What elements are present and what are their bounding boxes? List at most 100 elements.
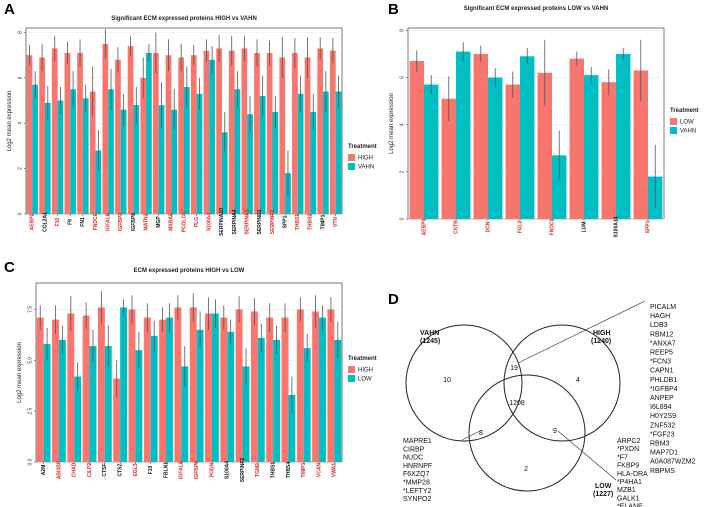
venn-gene-item: *MMP28 xyxy=(403,480,430,487)
bar-high-aebp1 xyxy=(26,55,33,214)
x-tick-label: S100A4 xyxy=(225,461,231,479)
bar-low-a2m xyxy=(43,344,51,462)
legend-swatch-low xyxy=(670,118,677,125)
venn-gene-item: NUDC xyxy=(403,455,423,462)
chart-b: 0 2 4 6 8 AEBP1 CSTB DCN FGL2 FNDC1 LUM S100A13 SPP1… xyxy=(389,6,699,237)
venn-gene-item: A0A087WZM2 xyxy=(650,459,696,466)
x-tick-label: IGFALS xyxy=(105,212,111,231)
venn-label-vahn: VAHN xyxy=(420,330,439,337)
x-tick-label: AEBP1 xyxy=(421,218,427,235)
bar-high-igfbp5 xyxy=(127,46,134,214)
venn-region-low-only: 2 xyxy=(524,466,528,473)
x-tick-label: THBS1 xyxy=(270,462,276,479)
x-tick-label: VWA1 xyxy=(332,463,338,477)
y-tick-label: 2 xyxy=(399,170,405,173)
y-tick-label: 2.5 xyxy=(27,407,33,414)
bar-vahn-igfbp5 xyxy=(133,105,140,214)
bar-high-abi3bp xyxy=(52,319,59,462)
x-tick-label: LUM xyxy=(581,222,587,233)
bar-vahn-mxra5 xyxy=(171,109,178,214)
venn-gene-item: ARPC2 xyxy=(617,438,640,445)
y-axis-label: Log2 mean expression xyxy=(7,91,13,152)
bar-vahn-fgl2 xyxy=(520,56,535,219)
bar-vahn-serpina4 xyxy=(234,89,241,214)
x-tick-label: SERPINA4 xyxy=(232,209,238,234)
y-axis-label: Log2 mean expression xyxy=(389,93,395,154)
bar-low-podn xyxy=(211,313,219,462)
x-tick-label: IGFBP3 xyxy=(118,213,124,231)
bar-high-ctsz xyxy=(113,378,121,462)
venn-gene-item: SYNPO2 xyxy=(403,496,432,503)
venn-gene-item: I6L894 xyxy=(650,404,672,411)
bar-vahn-serpina10 xyxy=(221,132,228,214)
x-tick-label: FBLN1 xyxy=(163,462,169,478)
x-tick-label: PCOLCE xyxy=(181,211,187,233)
venn-count-high: (1240) xyxy=(591,338,611,345)
venn-gene-item: *FGF23 xyxy=(650,431,675,438)
x-tick-label: SPP1 xyxy=(645,220,651,233)
x-tick-label: FNDC1 xyxy=(549,218,555,235)
chart-title: Significant ECM expressed proteins HIGH … xyxy=(111,16,257,22)
venn-gene-item: RBM3 xyxy=(650,441,670,448)
bar-high-thbs1 xyxy=(292,52,298,214)
x-tick-label: FGL2 xyxy=(517,220,523,233)
venn-gene-item: MZB1 xyxy=(617,487,636,494)
bar-high-fndc1 xyxy=(89,91,96,214)
venn-circle-low xyxy=(468,374,586,492)
bar-high-thbs2 xyxy=(304,57,311,214)
y-tick-label: 2 xyxy=(17,167,23,170)
x-tick-label: IGFBP5 xyxy=(131,213,137,231)
y-axis-label: Log2 mean expression xyxy=(17,342,23,403)
bar-low-egl3 xyxy=(135,350,143,462)
bar-high-col2a1 xyxy=(39,57,45,214)
x-tick-label: FN1 xyxy=(80,217,86,227)
venn-gene-item: FKBP9 xyxy=(617,463,639,470)
bar-high-spp1 xyxy=(279,57,286,214)
y-tick-label: 7.5 xyxy=(27,306,33,313)
bar-high-s100a4 xyxy=(220,317,228,462)
venn-gene-item: *ANXA7 xyxy=(650,340,676,347)
venn-label-low: LOW xyxy=(595,483,612,490)
bar-high-fbln1 xyxy=(159,319,167,462)
bar-low-cstb xyxy=(441,98,456,219)
bar-low-ctsz xyxy=(120,307,128,462)
bar-low-spp1 xyxy=(633,70,648,219)
bar-low-timp1 xyxy=(303,348,311,462)
bar-high-vtn xyxy=(329,50,336,215)
venn-gene-item: HLA-DRA xyxy=(617,471,648,478)
bar-low-cilp2 xyxy=(89,346,97,462)
bar-low-thbs4 xyxy=(288,394,296,462)
chart-title: Significant ECM expressed proteins LOW v… xyxy=(464,6,609,12)
bar-high-vcan xyxy=(312,311,320,462)
venn-gene-item: *F7 xyxy=(617,454,628,461)
bar-high-f9 xyxy=(64,52,71,214)
venn-region-high-low: 9 xyxy=(553,428,557,435)
venn-gene-item: F6XZQ7 xyxy=(403,471,430,478)
chart-c: 0.0 2.5 5.0 7.5 A2M ABI3BP CHAD CILP2 CTSF CTSZ EG… xyxy=(17,268,377,482)
bar-high-plg xyxy=(190,55,197,214)
bar-high-s100a4 xyxy=(203,50,210,215)
bar-low-dcn xyxy=(473,53,488,220)
bar-high-pcolce xyxy=(178,57,184,214)
bar-high-thbs4 xyxy=(281,317,289,462)
venn-gene-item: CAPN1 xyxy=(650,368,673,375)
bar-low-serpinf2 xyxy=(242,366,250,462)
venn-gene-item: LDB3 xyxy=(650,322,668,329)
y-tick-label: 8 xyxy=(17,31,23,34)
venn-region-high-only: 4 xyxy=(576,377,580,384)
legend-label-vahn: VAHN xyxy=(680,129,696,135)
bar-vahn-aebp1 xyxy=(32,84,39,215)
venn-gene-item: *IGFBP4 xyxy=(650,386,678,393)
bar-low-fgl2 xyxy=(505,84,520,219)
bar-high-serpina5 xyxy=(241,48,248,214)
venn-gene-item: *ELANE xyxy=(617,504,643,507)
venn-circle-high xyxy=(503,324,621,442)
bar-vahn-serpina5 xyxy=(247,114,253,214)
x-tick-label: SERPINF2 xyxy=(270,210,276,235)
venn-gene-item: HAGH xyxy=(650,313,670,320)
bar-low-abi3bp xyxy=(58,339,66,462)
y-tick-label: 6 xyxy=(17,76,23,79)
venn-count-low: (1227) xyxy=(593,491,613,498)
